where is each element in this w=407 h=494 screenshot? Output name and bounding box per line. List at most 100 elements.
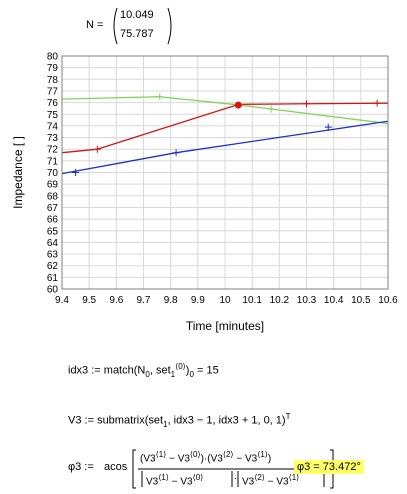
x-tick-label: 10 bbox=[219, 295, 231, 306]
vector-n-label: N = bbox=[86, 19, 104, 31]
y-tick-label: 65 bbox=[47, 226, 59, 237]
y-tick-label: 79 bbox=[47, 63, 59, 74]
y-tick-label: 71 bbox=[47, 156, 59, 167]
y-tick-label: 68 bbox=[47, 191, 59, 202]
series-marker-2 bbox=[172, 149, 180, 157]
x-tick-label: 10.3 bbox=[297, 295, 317, 306]
y-tick-label: 61 bbox=[47, 273, 59, 284]
phi3-result-label: φ3 = bbox=[297, 461, 320, 473]
y-tick-label: 70 bbox=[47, 168, 59, 179]
phi3-s0-a: ⟨0⟩ bbox=[189, 450, 201, 459]
phi3-s1-a: ⟨1⟩ bbox=[155, 450, 167, 459]
chart-series bbox=[61, 93, 389, 176]
phi3-s2-a: ⟨2⟩ bbox=[222, 450, 234, 459]
idx3-expression[interactable]: idx3 := match(N0, set1⟨0⟩)0 = 15 bbox=[68, 362, 219, 379]
x-axis-label: Time [minutes] bbox=[186, 319, 264, 333]
phi3-v-f: V3 bbox=[180, 476, 193, 488]
v3-expression[interactable]: V3 := submatrix(set1, idx3 − 1, idx3 + 1… bbox=[68, 412, 291, 429]
y-tick-label: 75 bbox=[47, 110, 59, 121]
phi3-s1-b: ⟨1⟩ bbox=[257, 450, 268, 459]
phi3-denominator-right: V3⟨2⟩ − V3⟨1⟩ bbox=[242, 473, 300, 488]
idx3-arg2-sub: 1 bbox=[170, 369, 176, 379]
phi3-result: φ3 = 73.472° bbox=[294, 460, 364, 474]
y-tick-label: 76 bbox=[47, 98, 59, 109]
phi3-v-a: V3 bbox=[143, 453, 156, 465]
vector-n[interactable]: N = 10.049 75.787 bbox=[86, 6, 186, 46]
phi3-v-e: V3 bbox=[146, 476, 159, 488]
series-marker-2 bbox=[324, 123, 332, 131]
v3-args: , idx3 − 1, idx3 + 1, 0, 1 bbox=[167, 414, 282, 427]
phi3-v-b: V3 bbox=[177, 453, 190, 465]
phi3-result-value: 73.472 bbox=[322, 461, 357, 473]
phi3-v-g: V3 bbox=[242, 476, 255, 488]
x-tick-label: 10.2 bbox=[270, 295, 290, 306]
x-tick-label: 9.9 bbox=[191, 295, 205, 306]
idx3-arg2-sup: ⟨0⟩ bbox=[175, 362, 186, 371]
x-tick-label: 10.6 bbox=[378, 295, 398, 306]
v3-lhs: V3 := bbox=[68, 414, 94, 427]
y-tick-label: 77 bbox=[47, 86, 59, 97]
idx3-result: = 15 bbox=[196, 364, 219, 377]
phi3-denominator-left: V3⟨1⟩ − V3⟨0⟩ bbox=[146, 473, 204, 488]
series-marker-2 bbox=[72, 169, 80, 176]
y-tick-label: 69 bbox=[47, 180, 59, 191]
phi3-lhs: φ3 := bbox=[68, 461, 94, 473]
y-tick-label: 74 bbox=[47, 121, 59, 132]
v3-sup: T bbox=[285, 412, 291, 421]
vector-n-value-0: 10.049 bbox=[120, 9, 154, 21]
y-axis-label: Impedance [ ] bbox=[11, 136, 25, 209]
intersection-point bbox=[234, 101, 242, 109]
phi3-s0-b: ⟨0⟩ bbox=[192, 473, 204, 482]
phi3-v-c: V3 bbox=[210, 453, 223, 465]
phi3-v-h: V3 bbox=[276, 476, 289, 488]
series-line-1 bbox=[61, 96, 389, 125]
series-marker-0 bbox=[303, 100, 310, 108]
x-tick-label: 9.4 bbox=[55, 295, 69, 306]
y-tick-label: 64 bbox=[47, 238, 59, 249]
y-tick-label: 62 bbox=[47, 261, 59, 272]
v3-fn: submatrix bbox=[97, 414, 145, 427]
y-tick-label: 60 bbox=[47, 285, 59, 296]
series-marker-1 bbox=[267, 105, 275, 113]
x-tick-label: 10.1 bbox=[242, 295, 262, 306]
x-tick-label: 9.5 bbox=[82, 295, 96, 306]
phi3-expression[interactable]: φ3 := acos (V3⟨1⟩ − V3⟨0⟩)·(V3⟨2⟩ − V3⟨1… bbox=[68, 448, 398, 490]
y-tick-label: 63 bbox=[47, 250, 59, 261]
phi3-s2-b: ⟨2⟩ bbox=[254, 473, 265, 482]
impedance-chart[interactable]: 9.4 9.5 9.6 9.7 9.8 9.9 10 10.1 10.2 10.3 10.4 10.5… bbox=[0, 45, 407, 385]
series-marker-0 bbox=[373, 99, 381, 107]
x-tick-label: 10.4 bbox=[324, 295, 344, 306]
phi3-v-d: V3 bbox=[244, 453, 258, 465]
chart-ticks: 9.4 9.5 9.6 9.7 9.8 9.9 10 10.1 10.2 10.3 10.4 10.5… bbox=[47, 52, 398, 307]
plot-frame bbox=[61, 55, 389, 290]
y-tick-label: 72 bbox=[47, 145, 59, 156]
phi3-s1-d: ⟨1⟩ bbox=[288, 473, 300, 482]
idx3-sub0: 0 bbox=[189, 369, 194, 379]
idx3-lhs: idx3 := bbox=[68, 364, 101, 377]
phi3-s1-c: ⟨1⟩ bbox=[158, 473, 169, 482]
idx3-arg2: set bbox=[155, 364, 171, 377]
x-tick-label: 9.6 bbox=[109, 295, 123, 306]
x-tick-label: 10.5 bbox=[351, 295, 371, 306]
y-tick-label: 80 bbox=[47, 52, 59, 63]
y-tick-label: 73 bbox=[47, 133, 59, 144]
y-tick-label: 67 bbox=[47, 203, 59, 214]
v3-set-sub: 1 bbox=[163, 419, 168, 429]
x-tick-label: 9.8 bbox=[164, 295, 178, 306]
idx3-fn: match bbox=[103, 364, 134, 377]
x-tick-label: 9.7 bbox=[137, 295, 151, 306]
series-marker-1 bbox=[156, 93, 164, 101]
phi3-dot: · bbox=[234, 473, 238, 484]
idx3-arg1-sub: 0 bbox=[145, 369, 150, 379]
y-tick-label: 66 bbox=[47, 215, 59, 226]
y-tick-label: 78 bbox=[47, 75, 59, 86]
idx3-arg1: N bbox=[137, 364, 146, 377]
vector-n-value-1: 75.787 bbox=[120, 28, 154, 40]
chart-grid bbox=[61, 55, 389, 290]
phi3-numerator: (V3⟨1⟩ − V3⟨0⟩)·(V3⟨2⟩ − V3⟨1⟩) bbox=[140, 450, 272, 465]
vector-bracket bbox=[113, 7, 172, 45]
phi3-fn: acos bbox=[104, 461, 128, 473]
v3-set: set bbox=[148, 414, 164, 427]
phi3-result-unit: ° bbox=[356, 461, 361, 473]
series-marker-0 bbox=[93, 145, 101, 153]
